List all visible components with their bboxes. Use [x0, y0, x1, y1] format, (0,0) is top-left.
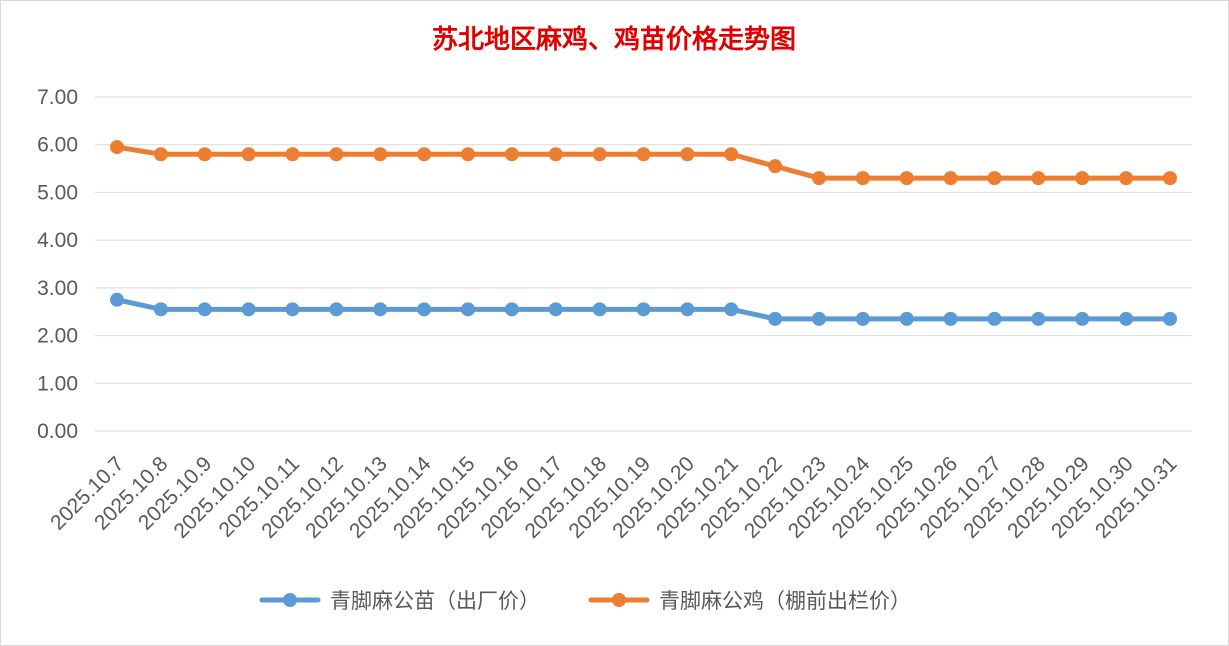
data-point — [592, 302, 607, 317]
data-point — [504, 302, 519, 317]
data-point — [768, 311, 783, 326]
y-tick-label: 0.00 — [37, 420, 78, 443]
data-point — [855, 311, 870, 326]
data-point — [987, 171, 1002, 186]
data-point — [241, 147, 256, 162]
data-point — [680, 147, 695, 162]
legend-swatch-marker — [283, 593, 297, 607]
data-point — [329, 147, 344, 162]
data-point — [812, 311, 826, 326]
data-point — [1075, 171, 1090, 186]
data-point — [899, 311, 914, 326]
data-point — [636, 147, 651, 162]
data-point — [899, 171, 914, 186]
legend: 青脚麻公苗（出厂价） 青脚麻公鸡（棚前出栏价） — [259, 589, 911, 613]
y-tick-label: 3.00 — [37, 277, 78, 300]
data-point — [110, 292, 124, 307]
data-point — [461, 302, 475, 317]
data-point — [153, 147, 168, 162]
data-point — [1163, 311, 1177, 326]
y-tick-label: 1.00 — [37, 372, 78, 395]
y-tick-label: 5.00 — [37, 181, 78, 204]
legend-label: 青脚麻公鸡（棚前出栏价） — [659, 589, 911, 613]
data-point — [373, 147, 388, 162]
data-point — [461, 147, 475, 162]
data-point — [1075, 311, 1090, 326]
x-axis-ticks: 2025.10.72025.10.82025.10.92025.10.10202… — [46, 452, 1181, 543]
legend-swatch-marker — [612, 593, 626, 607]
chart-title: 苏北地区麻鸡、鸡苗价格走势图 — [432, 24, 796, 55]
data-point — [329, 302, 344, 317]
data-point — [153, 302, 168, 317]
y-tick-label: 7.00 — [37, 86, 78, 109]
legend-item: 青脚麻公苗（出厂价） — [259, 589, 540, 613]
y-tick-label: 6.00 — [37, 134, 78, 157]
data-point — [1119, 171, 1134, 186]
data-point — [417, 302, 432, 317]
data-point — [592, 147, 607, 162]
data-point — [285, 147, 300, 162]
data-point — [943, 311, 958, 326]
data-point — [1031, 311, 1046, 326]
y-tick-label: 2.00 — [37, 325, 78, 348]
data-point — [417, 147, 432, 162]
legend-label: 青脚麻公苗（出厂价） — [330, 589, 540, 613]
data-point — [548, 147, 563, 162]
data-point — [680, 302, 695, 317]
data-point — [285, 302, 300, 317]
data-point — [241, 302, 256, 317]
data-point — [768, 159, 783, 174]
y-axis-ticks: 0.00 1.00 2.00 3.00 4.00 5.00 6.00 7.00 — [37, 86, 78, 443]
data-point — [548, 302, 563, 317]
data-point — [724, 147, 739, 162]
series-1 — [110, 292, 1177, 326]
grid-lines — [95, 96, 1192, 432]
data-point — [1163, 171, 1177, 186]
data-point — [855, 171, 870, 186]
data-point — [197, 302, 212, 317]
data-point — [1031, 171, 1046, 186]
data-point — [504, 147, 519, 162]
data-point — [110, 140, 124, 155]
y-tick-label: 4.00 — [37, 229, 78, 252]
data-point — [987, 311, 1002, 326]
legend-item: 青脚麻公鸡（棚前出栏价） — [588, 589, 911, 613]
data-point — [1119, 311, 1134, 326]
series-2 — [110, 140, 1177, 186]
data-point — [197, 147, 212, 162]
series-lines — [110, 140, 1177, 326]
data-point — [373, 302, 388, 317]
data-point — [724, 302, 739, 317]
data-point — [943, 171, 958, 186]
data-point — [812, 171, 826, 186]
data-point — [636, 302, 651, 317]
